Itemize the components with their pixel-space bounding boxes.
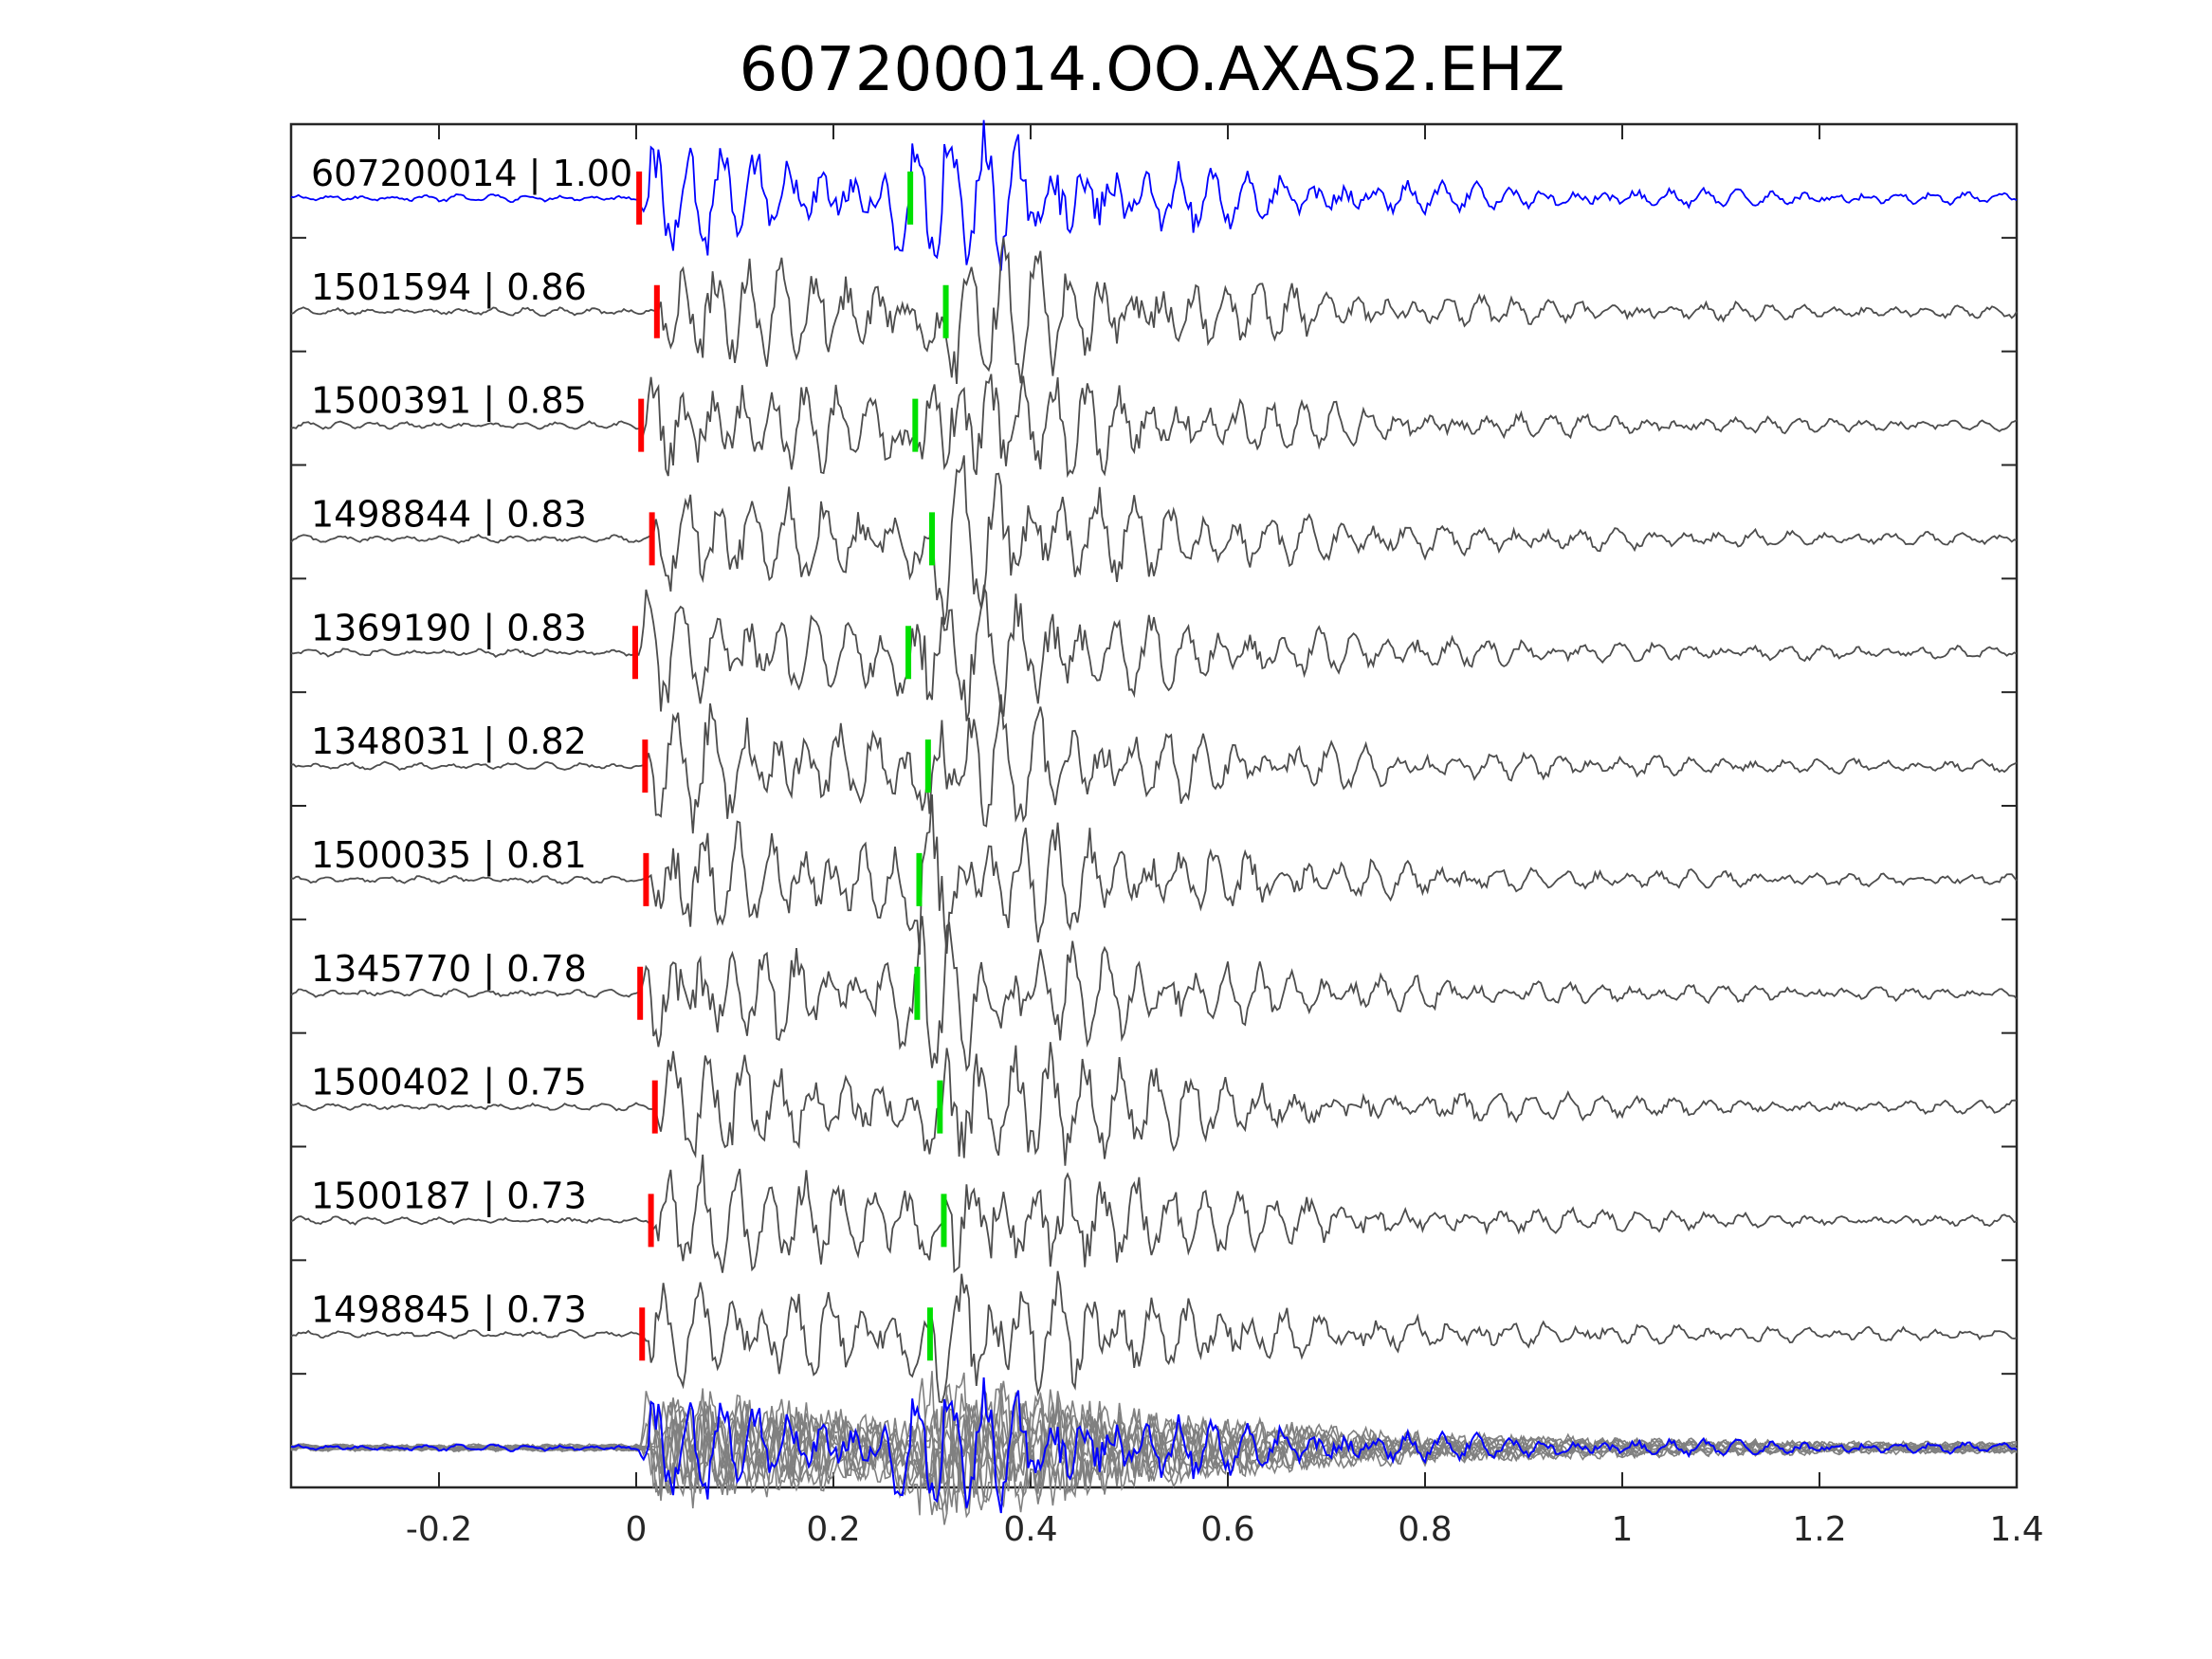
trace-label: 1498844 | 0.83	[311, 493, 587, 536]
trace-waveform	[290, 1042, 2018, 1166]
x-tick-label: 1	[1612, 1510, 1634, 1549]
x-tick-label: 0	[626, 1510, 648, 1549]
trace-labels: 607200014 | 1.00 1501594 | 0.86 1500391 | …	[311, 153, 632, 1331]
x-tick-label: 0.2	[806, 1510, 860, 1549]
y-ticks	[291, 123, 2017, 1488]
trace-label: 1501594 | 0.86	[311, 266, 587, 309]
x-tick-label: 0.4	[1003, 1510, 1057, 1549]
stacked-master-trace	[290, 1377, 2018, 1514]
x-tick-label: 0.6	[1200, 1510, 1254, 1549]
trace-label: 1369190 | 0.83	[311, 607, 587, 649]
trace-waveform	[290, 1270, 2018, 1404]
x-axis-ticks	[438, 124, 2018, 1487]
x-tick-label: 0.8	[1398, 1510, 1452, 1549]
x-tick-label: 1.2	[1792, 1510, 1846, 1549]
trace-waveform	[290, 694, 2018, 834]
trace-waveform	[290, 793, 2018, 956]
x-tick-label: 1.4	[1989, 1510, 2043, 1549]
chart-title: 607200014.OO.AXAS2.EHZ	[740, 35, 1565, 105]
trace-waveform	[290, 237, 2018, 384]
stacked-traces	[290, 1371, 2018, 1525]
trace-waveform	[290, 583, 2018, 721]
plot-area	[289, 122, 2019, 1489]
trace-label: 607200014 | 1.00	[311, 153, 632, 195]
trace-waveform	[290, 374, 2018, 479]
trace-waveform	[290, 455, 2018, 625]
trace-label: 1345770 | 0.78	[311, 948, 587, 991]
waveform-traces	[290, 119, 2018, 1404]
trace-waveform	[290, 1154, 2018, 1274]
trace-label: 1500187 | 0.73	[311, 1175, 587, 1217]
trace-waveform	[290, 119, 2018, 271]
x-tick-label: -0.2	[406, 1510, 472, 1549]
trace-waveform	[290, 916, 2018, 1072]
trace-label: 1348031 | 0.82	[311, 720, 587, 763]
x-axis-tick-labels: -0.2 0 0.2 0.4 0.6 0.8 1 1.2 1.4	[406, 1510, 2044, 1549]
trace-label: 1498845 | 0.73	[311, 1288, 587, 1331]
stacked-trace	[290, 1377, 2018, 1519]
trace-label: 1500035 | 0.81	[311, 834, 587, 877]
trace-label: 1500402 | 0.75	[311, 1062, 587, 1104]
trace-label: 1500391 | 0.85	[311, 380, 587, 423]
